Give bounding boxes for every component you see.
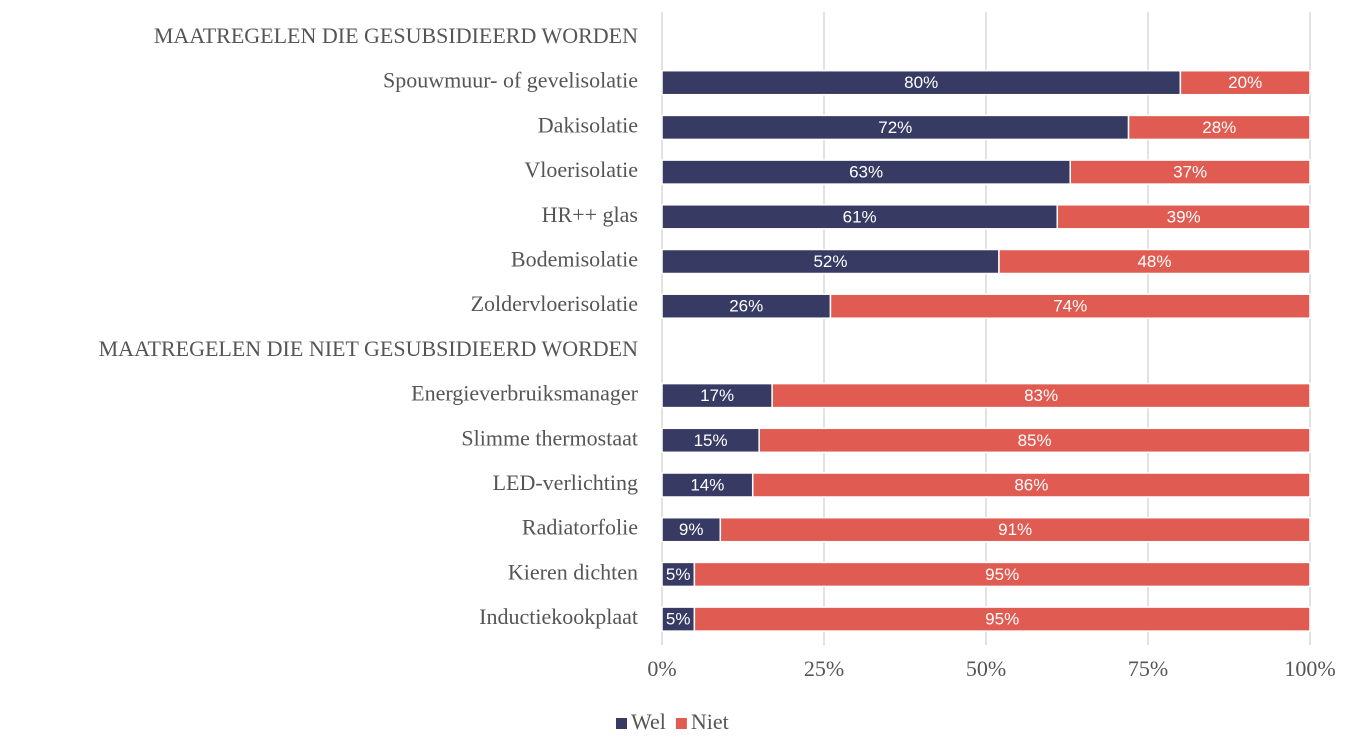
legend-label: Niet [691, 709, 729, 734]
bar-segment [998, 248, 1311, 275]
data-label: 85% [1018, 431, 1052, 450]
data-label: 80% [904, 73, 938, 92]
bar-segment [661, 204, 1059, 230]
bar-segment [693, 561, 1311, 588]
data-label: 39% [1167, 207, 1201, 226]
y-tick-label: Vloerisolatie [524, 157, 638, 182]
x-tick-label: 0% [647, 656, 676, 681]
y-tick-label: MAATREGELEN DIE GESUBSIDIEERD WORDEN [154, 23, 638, 48]
y-tick-label: Spouwmuur- of gevelisolatie [383, 68, 638, 93]
bar-segment [661, 427, 760, 454]
data-label: 26% [729, 297, 763, 316]
data-label: 86% [1014, 475, 1048, 494]
x-tick-label: 50% [966, 656, 1006, 681]
data-label: 15% [694, 431, 728, 450]
y-tick-label: Radiatorfolie [522, 515, 638, 540]
bar-segment [661, 561, 696, 588]
bar-segment [1069, 159, 1311, 185]
data-label: 95% [985, 565, 1019, 584]
data-label: 5% [666, 565, 691, 584]
bar-segment [1127, 114, 1311, 141]
data-label: 5% [666, 610, 691, 629]
legend-label: Wel [631, 709, 666, 734]
bar-segment [829, 293, 1311, 319]
bar-segment [719, 516, 1311, 543]
data-label: 95% [985, 610, 1019, 629]
data-label: 37% [1173, 163, 1207, 182]
y-tick-label: HR++ glas [542, 202, 638, 227]
data-label: 74% [1053, 297, 1087, 316]
x-tick-label: 25% [804, 656, 844, 681]
y-tick-label: MAATREGELEN DIE NIET GESUBSIDIEERD WORDE… [99, 336, 638, 361]
data-label: 17% [700, 386, 734, 405]
x-tick-label: 100% [1284, 656, 1335, 681]
legend-marker [675, 718, 687, 729]
data-label: 61% [843, 207, 877, 226]
bar-segment [661, 159, 1071, 185]
bar-segment [693, 606, 1311, 632]
x-tick-label: 75% [1128, 656, 1168, 681]
data-label: 9% [679, 520, 704, 539]
bar-segment [758, 427, 1311, 454]
y-tick-label: Dakisolatie [538, 112, 638, 137]
bar-segment [661, 516, 722, 543]
y-tick-label: Kieren dichten [508, 559, 638, 584]
bar-segment [1179, 69, 1311, 96]
data-label: 63% [849, 163, 883, 182]
data-label: 52% [813, 252, 847, 271]
data-label: 83% [1024, 386, 1058, 405]
bar-segment [1056, 204, 1311, 230]
legend-marker [616, 718, 627, 729]
data-label: 14% [690, 475, 724, 494]
bar-segment [751, 472, 1311, 498]
bar-segment [661, 382, 773, 409]
y-tick-label: Zoldervloerisolatie [471, 291, 638, 316]
bar-segment [661, 293, 832, 319]
y-tick-label: LED-verlichting [493, 470, 638, 495]
y-tick-label: Energieverbruiksmanager [411, 381, 639, 406]
bar-segment [661, 114, 1130, 141]
y-tick-label: Inductiekookplaat [479, 604, 638, 629]
y-tick-label: Bodemisolatie [511, 247, 638, 272]
data-label: 91% [998, 520, 1032, 539]
data-label: 48% [1137, 252, 1171, 271]
bar-segment [661, 606, 696, 632]
data-label: 72% [878, 118, 912, 137]
y-tick-label: Slimme thermostaat [461, 425, 638, 450]
bar-segment [661, 248, 1000, 275]
data-label: 28% [1202, 118, 1236, 137]
data-label: 20% [1228, 73, 1262, 92]
bar-segment [771, 382, 1311, 409]
